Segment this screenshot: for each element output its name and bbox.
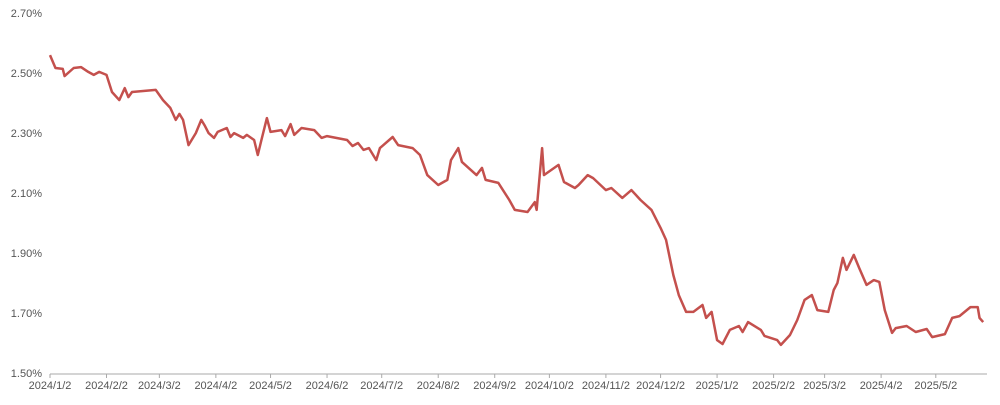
y-tick-label: 1.50% xyxy=(11,368,42,380)
y-tick-label: 2.30% xyxy=(11,128,42,140)
x-tick-label: 2024/11/2 xyxy=(582,380,630,392)
y-tick-label: 1.70% xyxy=(11,308,42,320)
x-tick-label: 2024/1/2 xyxy=(29,380,72,392)
x-tick-label: 2024/8/2 xyxy=(417,380,460,392)
x-tick-label: 2024/2/2 xyxy=(85,380,128,392)
x-tick-label: 2025/3/2 xyxy=(803,380,846,392)
x-tick-label: 2025/2/2 xyxy=(752,380,795,392)
x-tick-label: 2025/1/2 xyxy=(696,380,739,392)
y-tick-label: 2.70% xyxy=(11,8,42,20)
x-tick-label: 2024/7/2 xyxy=(360,380,403,392)
x-tick-label: 2024/4/2 xyxy=(194,380,237,392)
x-tick-label: 2024/5/2 xyxy=(249,380,292,392)
line xyxy=(48,54,985,347)
y-tick-label: 2.10% xyxy=(11,188,42,200)
x-tick-label: 2024/10/2 xyxy=(525,380,574,392)
x-tick-label: 2025/5/2 xyxy=(914,380,957,392)
y-tick-label: 1.90% xyxy=(11,248,42,260)
x-tick-label: 2024/9/2 xyxy=(473,380,516,392)
x-tick-label: 2025/4/2 xyxy=(860,380,903,392)
x-tick-label: 2024/12/2 xyxy=(636,380,685,392)
x-tick-label: 2024/6/2 xyxy=(306,380,349,392)
x-tick-label: 2024/3/2 xyxy=(138,380,181,392)
y-tick-label: 2.50% xyxy=(11,68,42,80)
